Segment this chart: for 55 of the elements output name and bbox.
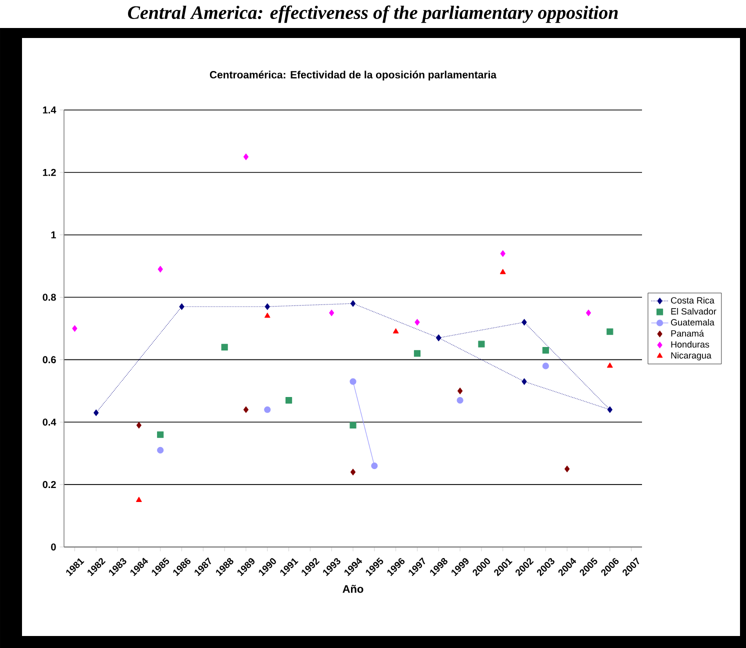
point (264, 312, 270, 318)
point (136, 496, 142, 502)
text: Central America: effectiveness of the parliamentary opposition (128, 6, 618, 23)
legend-label: Guatemala (671, 318, 714, 326)
point (286, 396, 292, 404)
point (607, 406, 612, 413)
y-tick-label: 0 (51, 543, 56, 551)
y-tick-label: 1 (51, 231, 56, 238)
point (564, 466, 570, 472)
point (478, 340, 485, 348)
point (350, 422, 356, 429)
point (414, 350, 421, 357)
point (243, 154, 249, 160)
point (350, 378, 356, 385)
legend-label: Costa Rica (671, 296, 714, 304)
point (158, 266, 163, 272)
point (456, 396, 464, 404)
x-axis-title: Año (342, 584, 364, 593)
point (371, 462, 378, 470)
y-tick-label: 1.2 (43, 168, 56, 176)
point (350, 468, 356, 476)
legend-label: El Salvador (671, 308, 716, 315)
point (329, 310, 334, 316)
point (264, 406, 271, 413)
point (94, 409, 99, 416)
point (136, 422, 142, 429)
y-tick-label: 0.6 (42, 356, 56, 364)
point (157, 431, 164, 438)
point (414, 318, 420, 326)
point (458, 388, 463, 394)
point (586, 310, 592, 316)
point (542, 347, 549, 354)
legend-label: Panamá (671, 330, 704, 337)
point (221, 344, 228, 350)
point (264, 303, 270, 310)
chart-title: Centroamérica: Efectividad de la oposición parlamentaria (210, 70, 497, 80)
point (606, 328, 614, 335)
point (500, 269, 506, 274)
y-tick-label: 0.2 (42, 481, 56, 488)
point (350, 300, 356, 307)
point (392, 328, 399, 334)
y-tick-label: 1.4 (43, 106, 56, 114)
y-tick-label: 0.8 (42, 294, 56, 301)
point (157, 446, 164, 454)
legend-label: Nicaragua (671, 352, 712, 360)
point (607, 362, 613, 368)
point (522, 378, 527, 385)
point (542, 362, 549, 370)
point (179, 303, 184, 310)
point (500, 250, 506, 257)
legend-label: Honduras (671, 341, 710, 348)
point (522, 318, 527, 326)
point (243, 406, 249, 413)
y-tick-label: 0.4 (42, 418, 56, 426)
point (72, 325, 78, 332)
